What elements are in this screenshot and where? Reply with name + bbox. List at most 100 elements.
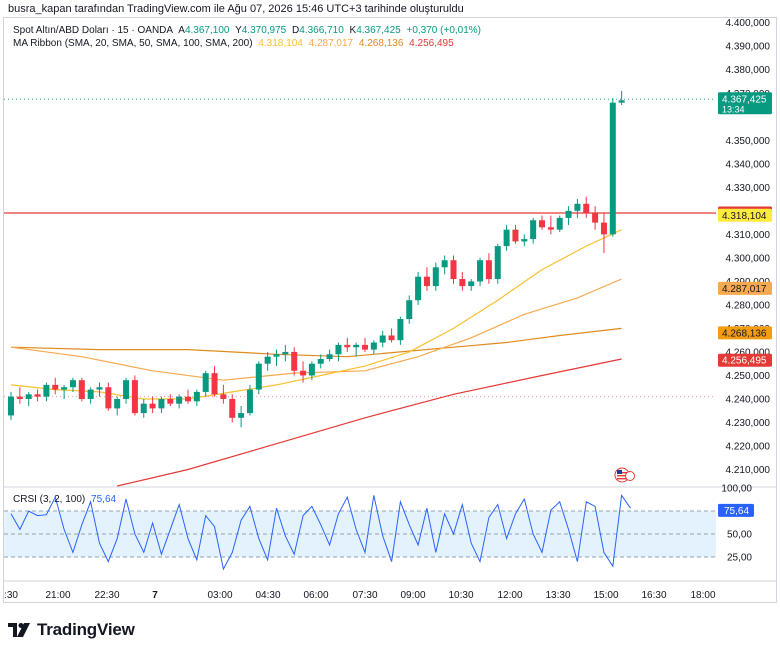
- crsi-badge: [718, 503, 754, 517]
- candle-body: [34, 394, 41, 397]
- price-tick-label: 4.240,000: [726, 394, 771, 405]
- low-value: 4.366,710: [299, 25, 344, 36]
- candle-body: [176, 396, 183, 404]
- crsi-legend: CRSI (3, 2, 100) 75,64: [13, 494, 119, 506]
- price-tick-label: 4.250,000: [726, 371, 771, 382]
- sma50-line: [10, 278, 622, 381]
- price-badge-label-sma50: 4.287,017: [722, 284, 767, 295]
- candle-body: [308, 363, 315, 376]
- price-badge-last: [718, 92, 772, 115]
- candle-body: [185, 396, 191, 402]
- time-tick-label: 16:30: [641, 590, 666, 601]
- time-tick-label: 13:30: [545, 590, 570, 601]
- ma-value-sma200: 4.256,495: [409, 38, 454, 49]
- candle-body: [450, 260, 457, 280]
- ma-ribbon-legend: MA Ribbon (SMA, 20, SMA, 50, SMA, 100, S…: [13, 38, 457, 50]
- candle-body: [229, 398, 236, 418]
- candle-body: [96, 387, 103, 390]
- time-tick-label: 07:30: [352, 590, 377, 601]
- candle-body: [16, 396, 23, 399]
- candle-body: [423, 276, 430, 287]
- crsi-tick-label: 100,00: [721, 484, 752, 495]
- price-tick-label: 4.210,000: [726, 465, 771, 476]
- candle-body: [264, 356, 271, 364]
- candle-body: [344, 344, 351, 348]
- close-value: 4.367,425: [356, 25, 401, 36]
- candle-body: [583, 203, 590, 214]
- candle-body: [565, 210, 572, 218]
- candle-body: [477, 260, 484, 282]
- price-badge-time-last: 13:34: [722, 104, 745, 114]
- candle-body: [556, 217, 563, 230]
- price-badge-sma50: [718, 281, 772, 295]
- candle-body: [114, 398, 121, 409]
- candle-body: [273, 354, 280, 357]
- close-key: K: [349, 25, 357, 36]
- candles: [8, 90, 625, 428]
- candle-body: [69, 380, 76, 388]
- candle-body: [255, 363, 262, 390]
- price-badge-label-sma100: 4.268,136: [722, 328, 767, 339]
- candle-body: [167, 398, 174, 404]
- time-tick-label: 12:00: [497, 590, 522, 601]
- price-badge-sma200: [718, 353, 772, 367]
- candle-body: [530, 220, 537, 240]
- candle-body: [291, 351, 298, 371]
- candle-body: [468, 281, 475, 287]
- chart-frame: [3, 17, 777, 603]
- candle-body: [494, 246, 501, 280]
- time-tick-label: 04:30: [255, 590, 280, 601]
- price-badge-label-last: 4.367,425: [722, 94, 767, 105]
- candle-body: [87, 389, 94, 399]
- price-badge-sma100: [718, 326, 772, 340]
- sma100-line: [10, 327, 622, 358]
- candle-body: [379, 335, 386, 343]
- candle-body: [246, 389, 253, 414]
- candle-body: [123, 380, 130, 399]
- candle-body: [406, 300, 413, 320]
- candle-body: [52, 384, 59, 390]
- candle-body: [8, 396, 14, 416]
- candle-body: [547, 227, 554, 230]
- time-tick-label: 18:00: [690, 590, 715, 601]
- candle-body: [140, 403, 147, 414]
- candle-body: [432, 267, 439, 287]
- ma-value-sma100: 4.268,136: [358, 38, 404, 49]
- candle-body: [618, 100, 625, 103]
- candle-body: [317, 359, 324, 364]
- time-tick-label: 03:00: [207, 590, 232, 601]
- price-tick-label: 4.330,000: [726, 183, 771, 194]
- candle-body: [459, 279, 466, 287]
- candle-body: [238, 413, 245, 418]
- ma-value-sma50: 4.287,017: [308, 38, 354, 49]
- candle-body: [388, 335, 395, 341]
- crsi-value: 75,64: [91, 494, 117, 505]
- open-value: 4.367,100: [184, 25, 230, 36]
- tradingview-logo-text: TradingView: [37, 620, 135, 639]
- tradingview-logo[interactable]: TradingView: [8, 620, 135, 640]
- candle-body: [326, 354, 333, 360]
- candle-body: [362, 344, 368, 350]
- candle-body: [131, 380, 138, 414]
- low-key: D: [292, 25, 300, 36]
- candle-body: [521, 239, 528, 242]
- us-flag-icon[interactable]: [614, 467, 636, 483]
- ma-ribbon-name[interactable]: MA Ribbon (SMA, 20, SMA, 50, SMA, 100, S…: [13, 38, 253, 49]
- change-value: +0,370 (+0,01%): [406, 25, 482, 36]
- chart-caption: busra_kapan tarafından TradingView.com i…: [8, 3, 464, 15]
- high-key: Y: [235, 25, 242, 36]
- candle-body: [539, 220, 545, 228]
- candle-body: [25, 394, 32, 399]
- candle-body: [158, 398, 165, 409]
- price-tick-label: 4.380,000: [726, 65, 771, 76]
- candle-body: [43, 384, 50, 397]
- time-tick-label: 09:00: [400, 590, 425, 601]
- crsi-name[interactable]: CRSI (3, 2, 100): [13, 494, 86, 505]
- crsi-tick-label: 25,00: [727, 553, 752, 564]
- candle-body: [397, 319, 404, 341]
- price-badge-sma20: [718, 208, 772, 222]
- price-tick-label: 4.350,000: [726, 136, 771, 147]
- symbol-name[interactable]: Spot Altın/ABD Doları · 15 · OANDA: [13, 25, 174, 36]
- candle-body: [592, 213, 599, 223]
